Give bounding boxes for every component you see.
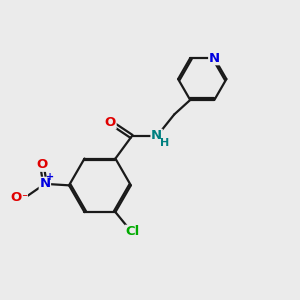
Text: N: N — [151, 129, 162, 142]
Text: O: O — [11, 190, 22, 204]
Text: +: + — [46, 172, 54, 182]
Text: ⁻: ⁻ — [21, 192, 27, 205]
Text: O: O — [36, 158, 48, 171]
Text: H: H — [160, 138, 170, 148]
Text: O: O — [105, 116, 116, 129]
Text: Cl: Cl — [125, 225, 139, 238]
Text: N: N — [209, 52, 220, 64]
Text: N: N — [39, 177, 50, 190]
